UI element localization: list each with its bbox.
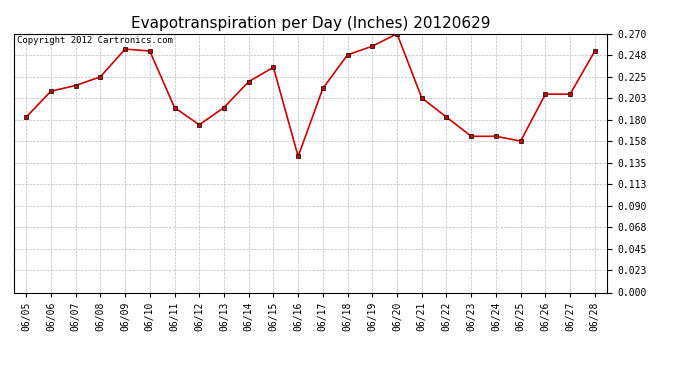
- Text: Copyright 2012 Cartronics.com: Copyright 2012 Cartronics.com: [17, 36, 172, 45]
- Title: Evapotranspiration per Day (Inches) 20120629: Evapotranspiration per Day (Inches) 2012…: [130, 16, 491, 31]
